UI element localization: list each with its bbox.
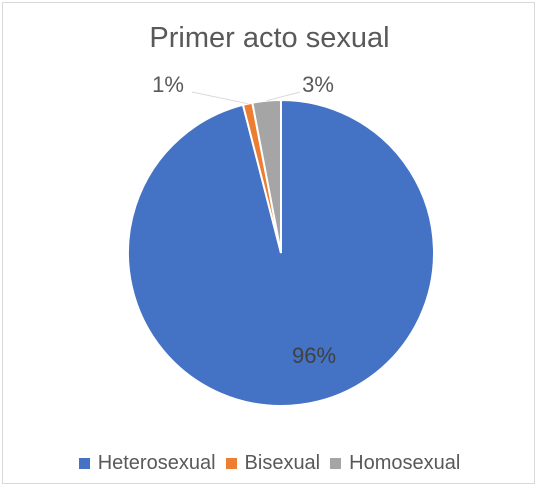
- legend: Heterosexual Bisexual Homosexual: [0, 452, 539, 475]
- legend-swatch-heterosexual: [78, 458, 90, 469]
- data-label-heterosexual: 96%: [292, 343, 336, 368]
- legend-item-heterosexual: Heterosexual: [78, 452, 216, 475]
- legend-swatch-homosexual: [330, 458, 342, 469]
- leader-line-bisexual: [191, 91, 248, 105]
- legend-label-heterosexual: Heterosexual: [97, 452, 216, 474]
- leader-line-homosexual: [266, 91, 301, 102]
- data-label-bisexual: 1%: [152, 72, 184, 97]
- legend-item-bisexual: Bisexual: [225, 452, 321, 475]
- legend-label-homosexual: Homosexual: [349, 452, 461, 474]
- data-label-homosexual: 3%: [302, 72, 334, 97]
- chart-title: Primer acto sexual: [149, 22, 390, 54]
- legend-swatch-bisexual: [225, 458, 237, 469]
- legend-label-bisexual: Bisexual: [244, 452, 321, 474]
- legend-item-homosexual: Homosexual: [330, 452, 460, 475]
